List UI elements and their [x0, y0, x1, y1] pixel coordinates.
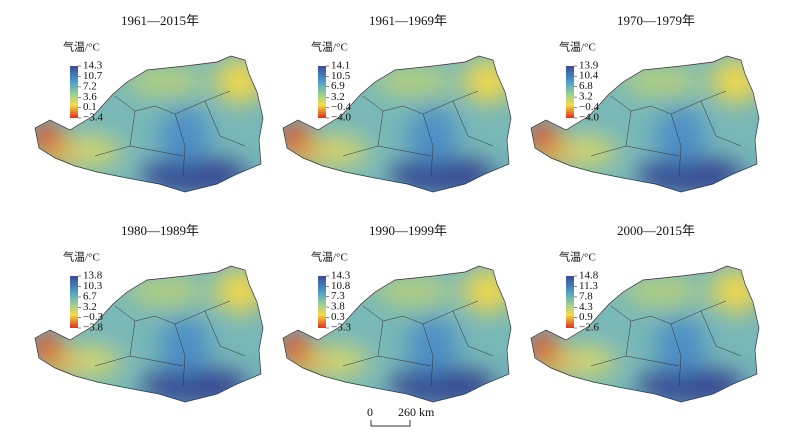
legend-label: 7.8	[579, 290, 593, 302]
scale-line	[370, 420, 411, 427]
panel-title: 1961—2015年	[121, 13, 199, 28]
scale-start: 0	[367, 405, 373, 419]
panel-title: 1990—1999年	[369, 223, 447, 238]
legend-label: −0.4	[579, 101, 599, 113]
legend-label: −0.4	[331, 101, 351, 113]
map	[279, 56, 523, 196]
colorbar	[318, 276, 326, 328]
legend-label: −3.3	[331, 322, 351, 334]
colorbar	[70, 276, 78, 328]
legend-title: 气温/°C	[63, 40, 100, 54]
scale-bar: 0 260 km	[367, 405, 435, 427]
legend-label: 13.8	[83, 270, 103, 282]
map	[31, 56, 275, 196]
map	[527, 266, 771, 406]
panel-title: 1961—1969年	[369, 13, 447, 28]
legend-label: 3.2	[83, 301, 97, 313]
legend-label: 10.4	[579, 70, 599, 82]
legend-label: 4.3	[579, 301, 593, 313]
map	[527, 56, 771, 196]
legend-label: 3.6	[83, 91, 97, 103]
legend-label: 3.8	[331, 301, 345, 313]
colorbar	[566, 276, 574, 328]
legend-label: 6.9	[331, 80, 345, 92]
legend-label: 11.3	[579, 280, 598, 292]
legend-label: 6.8	[579, 80, 593, 92]
legend-label: −0.3	[83, 311, 103, 323]
legend-label: 10.5	[331, 70, 351, 82]
legend-label: 6.7	[83, 291, 97, 303]
legend-label: 14.3	[331, 270, 351, 282]
legend-label: 10.8	[331, 280, 351, 292]
legend-label: 3.2	[579, 91, 593, 103]
legend-title: 气温/°C	[311, 40, 348, 54]
panel-title: 2000—2015年	[617, 223, 695, 238]
legend-title: 气温/°C	[559, 250, 596, 264]
colorbar	[70, 66, 78, 118]
map	[31, 266, 275, 406]
legend-label: 0.1	[83, 101, 97, 113]
legend-label: 14.1	[331, 60, 350, 72]
legend-label: 13.9	[579, 60, 599, 72]
legend-label: 14.3	[83, 60, 103, 72]
legend-label: 7.3	[331, 290, 345, 302]
legend-label: −3.4	[83, 112, 103, 124]
colorbar	[566, 66, 574, 118]
legend-title: 气温/°C	[559, 40, 596, 54]
panel-title: 1970—1979年	[617, 13, 695, 28]
legend-label: 0.9	[579, 311, 593, 323]
legend-label: 10.7	[83, 70, 103, 82]
legend-label: −4.0	[331, 112, 351, 124]
legend-label: 3.2	[331, 91, 345, 103]
legend-label: 14.8	[579, 270, 599, 282]
panel-title: 1980—1989年	[121, 223, 199, 238]
legend-label: −2.6	[579, 322, 599, 334]
legend-label: 0.3	[331, 311, 345, 323]
legend-title: 气温/°C	[63, 250, 100, 264]
legend-label: −4.0	[579, 112, 599, 124]
scale-end: 260 km	[398, 405, 435, 419]
legend-label: −3.8	[83, 322, 103, 334]
colorbar	[318, 66, 326, 118]
legend-label: 7.2	[83, 80, 97, 92]
map	[279, 266, 523, 406]
legend-title: 气温/°C	[311, 250, 348, 264]
legend-label: 10.3	[83, 280, 103, 292]
